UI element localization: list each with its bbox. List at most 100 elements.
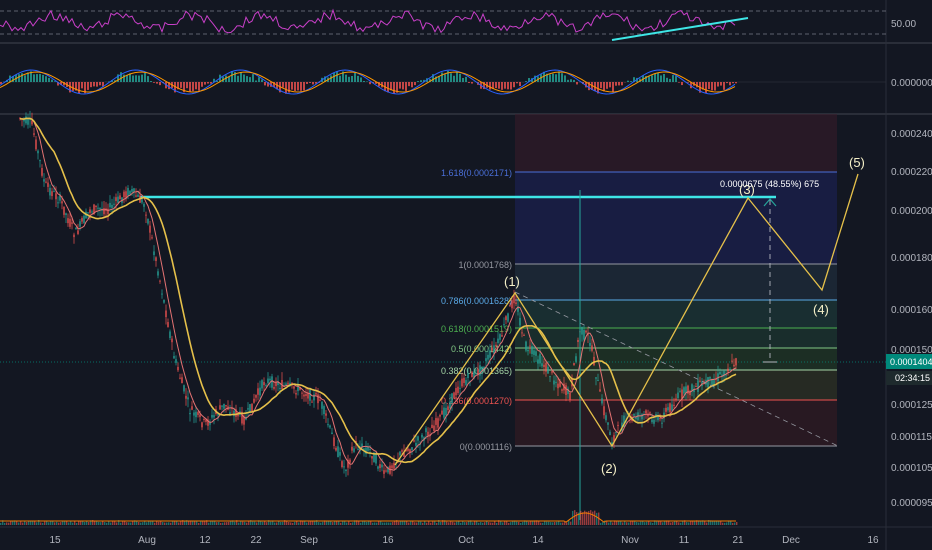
volume-bar (326, 521, 328, 525)
macd-bar (594, 82, 596, 91)
volume-bar (254, 521, 256, 525)
candle-body (497, 338, 499, 344)
candle-body (383, 470, 385, 474)
volume-bar (498, 520, 500, 525)
time-tick-label: Dec (782, 535, 800, 546)
volume-bar (282, 521, 284, 525)
volume-bar (690, 520, 692, 525)
volume-bar (408, 522, 410, 525)
volume-bar (636, 521, 638, 525)
volume-bar (420, 521, 422, 525)
candle-body (39, 160, 41, 162)
candle-body (413, 440, 415, 442)
volume-bar (100, 522, 102, 525)
volume-bar (726, 522, 728, 525)
volume-bar (716, 521, 718, 525)
candle-body (499, 334, 501, 340)
volume-bar (310, 520, 312, 525)
macd-bar (618, 82, 620, 86)
macd-bar (126, 74, 128, 82)
candle-body (393, 462, 395, 469)
macd-bar (456, 71, 458, 82)
candle-body (335, 447, 337, 451)
candle-body (677, 392, 679, 399)
volume-bar (76, 522, 78, 525)
volume-bar (276, 522, 278, 525)
candle-body (531, 346, 533, 354)
candle-body (485, 358, 487, 362)
macd-bar (21, 73, 23, 82)
volume-bar (374, 522, 376, 525)
rsi-panel[interactable]: 50.00 (0, 8, 916, 41)
candle-body (443, 407, 445, 418)
candle-body (709, 376, 711, 379)
candle-body (417, 436, 419, 441)
candle-body (347, 459, 349, 468)
volume-bar (616, 521, 618, 525)
macd-bar (258, 77, 260, 82)
candle-body (95, 205, 97, 208)
volume-bar (582, 512, 584, 525)
macd-panel[interactable]: 0.0000000 (0, 69, 932, 95)
candle-body (167, 322, 169, 328)
volume-bar (644, 522, 646, 525)
macd-bar (435, 76, 437, 82)
volume-bar (240, 521, 242, 525)
time-axis[interactable]: 15 Aug 12 22 Sep 16 Oct 14 Nov 11 21 Dec 16 (49, 535, 879, 546)
volume-bar (334, 521, 336, 525)
fib-level-label: 1(0.0001768) (458, 260, 512, 270)
volume-bar (216, 522, 218, 525)
candle-body (77, 230, 79, 234)
candle-body (123, 191, 125, 198)
volume-bar (280, 521, 282, 525)
candle-body (71, 222, 73, 224)
volume-bar (654, 520, 656, 525)
candle-body (185, 395, 187, 399)
macd-bar (528, 78, 530, 82)
candle-body (225, 405, 227, 407)
volume-bar (318, 522, 320, 525)
price-panel[interactable]: 1.618(0.0002171) 1(0.0001768) 0.786(0.00… (0, 110, 886, 525)
candle-body (385, 470, 387, 472)
macd-bar (390, 82, 392, 91)
macd-bar (102, 82, 104, 87)
candle-body (539, 354, 541, 364)
macd-bar (489, 82, 491, 90)
volume-bar (172, 521, 174, 525)
macd-bar (498, 82, 500, 89)
candle-body (291, 382, 293, 384)
candle-body (713, 380, 715, 386)
volume-bar (696, 520, 698, 525)
candle-body (719, 371, 721, 375)
price-range-measure[interactable]: 0.0000675 (48.55%) 675 (720, 179, 819, 363)
candle-body (137, 194, 139, 197)
volume-bar (544, 521, 546, 525)
volume-bar (394, 521, 396, 525)
candle-body (545, 363, 547, 372)
candle-body (79, 221, 81, 227)
volume-bar (180, 520, 182, 525)
macd-bar (369, 82, 371, 85)
candle-body (523, 334, 525, 336)
volume-bar (590, 510, 592, 525)
candle-body (311, 401, 313, 403)
candle-body (543, 364, 545, 368)
macd-bar (153, 82, 155, 83)
candle-body (309, 389, 311, 401)
macd-bar (657, 72, 659, 82)
candle-body (191, 406, 193, 410)
fibonacci-retracement[interactable]: 1.618(0.0002171) 1(0.0001768) 0.786(0.00… (441, 168, 837, 452)
volume-bar (416, 522, 418, 525)
candle-body (99, 208, 101, 210)
candle-body (561, 389, 563, 391)
macd-bar (423, 79, 425, 82)
wave-label-1: (1) (504, 274, 520, 289)
macd-bar (186, 82, 188, 89)
candle-body (725, 374, 727, 376)
macd-bar (465, 76, 467, 82)
volume-bar (688, 522, 690, 525)
volume-bar (40, 522, 42, 525)
candle-body (493, 345, 495, 354)
